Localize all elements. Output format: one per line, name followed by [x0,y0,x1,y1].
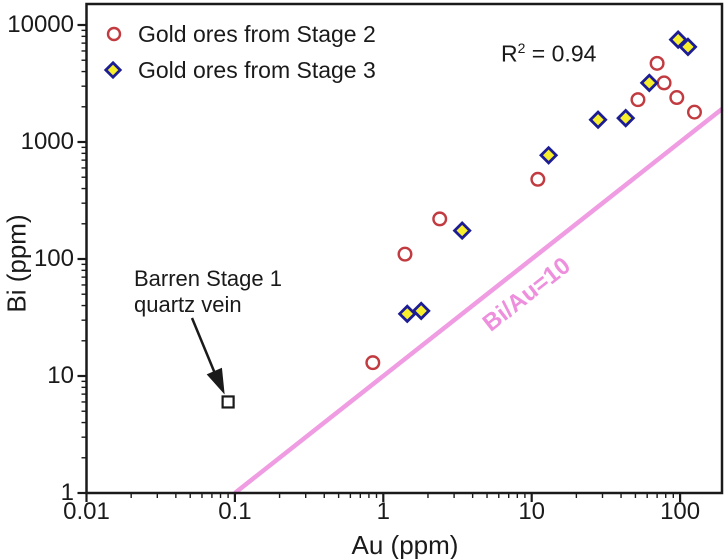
stage2-data-point [530,171,546,187]
stage3-data-point [639,73,659,93]
ratio-reference-line [233,107,724,495]
stage2-data-point [649,55,665,71]
stage3-data-point [678,37,698,57]
legend-label-stage2: Gold ores from Stage 2 [138,21,376,47]
r-squared-value: = 0.94 [525,40,597,67]
legend-marker-stage2 [106,26,122,42]
stage3-data-point [668,30,688,50]
x-tick-label: 0.01 [63,498,110,525]
barren-annotation-line1: Barren Stage 1 [134,266,282,291]
stage3-data-point [397,304,417,324]
stage2-data-point [397,246,413,262]
stage2-data-point [669,90,685,106]
barren-annotation-arrow-head [206,367,225,395]
x-tick-label: 100 [660,498,701,525]
stage3-data-point [588,110,608,130]
barren-data-point [221,395,235,409]
stage3-data-point [616,108,636,128]
x-tick-label: 10 [518,498,546,525]
y-tick-label: 1 [60,479,74,506]
stage2-data-point [686,104,702,120]
stage3-data-point [452,220,472,241]
barren-annotation-arrow-shaft [190,317,218,377]
legend-label-stage3: Gold ores from Stage 3 [138,57,376,83]
stage3-data-point [411,301,431,321]
stage2-data-point [365,355,381,371]
x-axis-title: Au (ppm) [351,530,459,559]
y-tick-label: 100 [33,245,74,272]
x-tick-label: 1 [376,498,390,525]
stage2-data-point [630,92,646,108]
x-tick-label: 0.1 [218,498,252,525]
barren-annotation: Barren Stage 1 quartz vein [134,266,282,318]
stage2-data-point [432,211,448,227]
barren-annotation-line2: quartz vein [134,292,242,317]
stage2-data-point [656,75,672,91]
stage3-data-point [539,145,559,165]
y-axis-title: Bi (ppm) [1,214,32,313]
r-squared-annotation: R2 = 0.94 [501,40,596,68]
y-tick-label: 10000 [7,11,74,38]
y-tick-label: 1000 [20,128,74,155]
legend-marker-stage3 [103,60,123,80]
r-squared-exponent: 2 [517,40,526,56]
r-squared-base: R [501,40,518,67]
plot-frame [85,2,724,495]
y-tick-label: 10 [47,362,74,389]
